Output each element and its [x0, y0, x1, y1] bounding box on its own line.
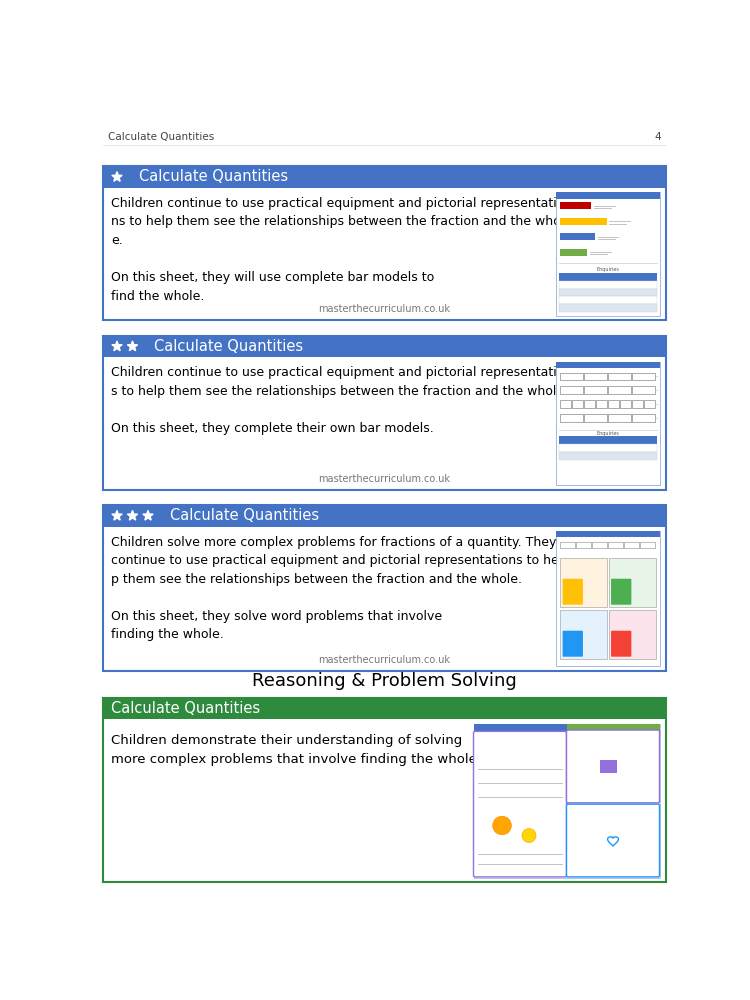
FancyBboxPatch shape — [620, 400, 631, 408]
FancyBboxPatch shape — [584, 400, 596, 408]
FancyBboxPatch shape — [559, 452, 657, 460]
FancyBboxPatch shape — [103, 166, 666, 320]
FancyBboxPatch shape — [608, 542, 623, 548]
FancyBboxPatch shape — [560, 218, 607, 225]
FancyBboxPatch shape — [608, 386, 631, 394]
FancyBboxPatch shape — [559, 289, 657, 296]
Polygon shape — [599, 760, 617, 773]
Text: Enquiries: Enquiries — [596, 431, 619, 436]
FancyBboxPatch shape — [103, 698, 666, 882]
FancyBboxPatch shape — [608, 414, 631, 422]
Polygon shape — [112, 341, 122, 351]
FancyBboxPatch shape — [560, 400, 572, 408]
FancyBboxPatch shape — [609, 610, 656, 659]
FancyBboxPatch shape — [103, 166, 666, 188]
Text: Calculate Quantities: Calculate Quantities — [139, 169, 288, 184]
FancyBboxPatch shape — [632, 414, 655, 422]
FancyBboxPatch shape — [103, 336, 666, 357]
Polygon shape — [128, 510, 138, 520]
Text: Children continue to use practical equipment and pictorial representation
s to h: Children continue to use practical equip… — [111, 366, 572, 435]
Text: Reasoning & Problem Solving: Reasoning & Problem Solving — [252, 672, 517, 690]
FancyBboxPatch shape — [473, 731, 566, 877]
FancyBboxPatch shape — [559, 444, 657, 452]
Text: masterthecurriculum.co.uk: masterthecurriculum.co.uk — [318, 655, 450, 665]
FancyBboxPatch shape — [559, 281, 657, 289]
FancyBboxPatch shape — [624, 542, 639, 548]
FancyBboxPatch shape — [560, 386, 584, 394]
Circle shape — [493, 816, 512, 835]
Polygon shape — [112, 172, 122, 181]
Text: Calculate Quantities: Calculate Quantities — [111, 701, 260, 716]
FancyBboxPatch shape — [103, 336, 666, 490]
FancyBboxPatch shape — [103, 505, 666, 671]
FancyBboxPatch shape — [611, 579, 632, 605]
Text: Children continue to use practical equipment and pictorial representatio
ns to h: Children continue to use practical equip… — [111, 197, 564, 302]
Text: Children demonstrate their understanding of solving
more complex problems that i: Children demonstrate their understanding… — [111, 734, 481, 766]
Polygon shape — [128, 341, 138, 351]
Text: masterthecurriculum.co.uk: masterthecurriculum.co.uk — [318, 474, 450, 484]
FancyBboxPatch shape — [632, 400, 643, 408]
Text: Enquiries: Enquiries — [596, 267, 619, 272]
FancyBboxPatch shape — [556, 362, 659, 485]
FancyBboxPatch shape — [584, 373, 608, 380]
FancyBboxPatch shape — [592, 542, 608, 548]
Polygon shape — [142, 510, 153, 520]
FancyBboxPatch shape — [556, 192, 659, 199]
FancyBboxPatch shape — [562, 579, 583, 605]
Text: Calculate Quantities: Calculate Quantities — [154, 339, 303, 354]
FancyBboxPatch shape — [572, 400, 584, 408]
FancyBboxPatch shape — [576, 542, 591, 548]
FancyBboxPatch shape — [556, 531, 659, 666]
FancyBboxPatch shape — [584, 386, 608, 394]
FancyBboxPatch shape — [596, 400, 608, 408]
FancyBboxPatch shape — [560, 373, 584, 380]
FancyBboxPatch shape — [560, 233, 596, 240]
FancyBboxPatch shape — [560, 558, 608, 607]
FancyBboxPatch shape — [473, 724, 659, 731]
FancyBboxPatch shape — [559, 273, 657, 281]
Polygon shape — [112, 510, 122, 520]
FancyBboxPatch shape — [640, 542, 655, 548]
FancyBboxPatch shape — [566, 724, 659, 731]
Text: Calculate Quantities: Calculate Quantities — [170, 508, 319, 523]
FancyBboxPatch shape — [644, 400, 655, 408]
FancyBboxPatch shape — [566, 804, 659, 877]
FancyBboxPatch shape — [560, 414, 584, 422]
Text: 4: 4 — [655, 132, 661, 142]
FancyBboxPatch shape — [559, 296, 657, 304]
FancyBboxPatch shape — [609, 558, 656, 607]
FancyBboxPatch shape — [556, 362, 659, 368]
FancyBboxPatch shape — [559, 304, 657, 312]
FancyBboxPatch shape — [473, 724, 566, 731]
FancyBboxPatch shape — [632, 373, 655, 380]
FancyBboxPatch shape — [584, 414, 608, 422]
Text: Calculate Quantities: Calculate Quantities — [108, 132, 214, 142]
FancyBboxPatch shape — [608, 400, 619, 408]
FancyBboxPatch shape — [556, 531, 659, 537]
Text: Children solve more complex problems for fractions of a quantity. They
continue : Children solve more complex problems for… — [111, 536, 562, 641]
FancyBboxPatch shape — [103, 698, 666, 719]
FancyBboxPatch shape — [103, 505, 666, 527]
FancyBboxPatch shape — [556, 192, 659, 316]
Circle shape — [522, 829, 536, 842]
FancyBboxPatch shape — [560, 542, 575, 548]
FancyBboxPatch shape — [566, 730, 659, 803]
FancyBboxPatch shape — [562, 631, 583, 657]
FancyBboxPatch shape — [473, 724, 659, 878]
FancyBboxPatch shape — [560, 202, 591, 209]
FancyBboxPatch shape — [611, 631, 632, 657]
Text: masterthecurriculum.co.uk: masterthecurriculum.co.uk — [318, 304, 450, 314]
FancyBboxPatch shape — [560, 249, 587, 256]
FancyBboxPatch shape — [559, 436, 657, 444]
FancyBboxPatch shape — [560, 610, 608, 659]
FancyBboxPatch shape — [632, 386, 655, 394]
FancyBboxPatch shape — [608, 373, 631, 380]
